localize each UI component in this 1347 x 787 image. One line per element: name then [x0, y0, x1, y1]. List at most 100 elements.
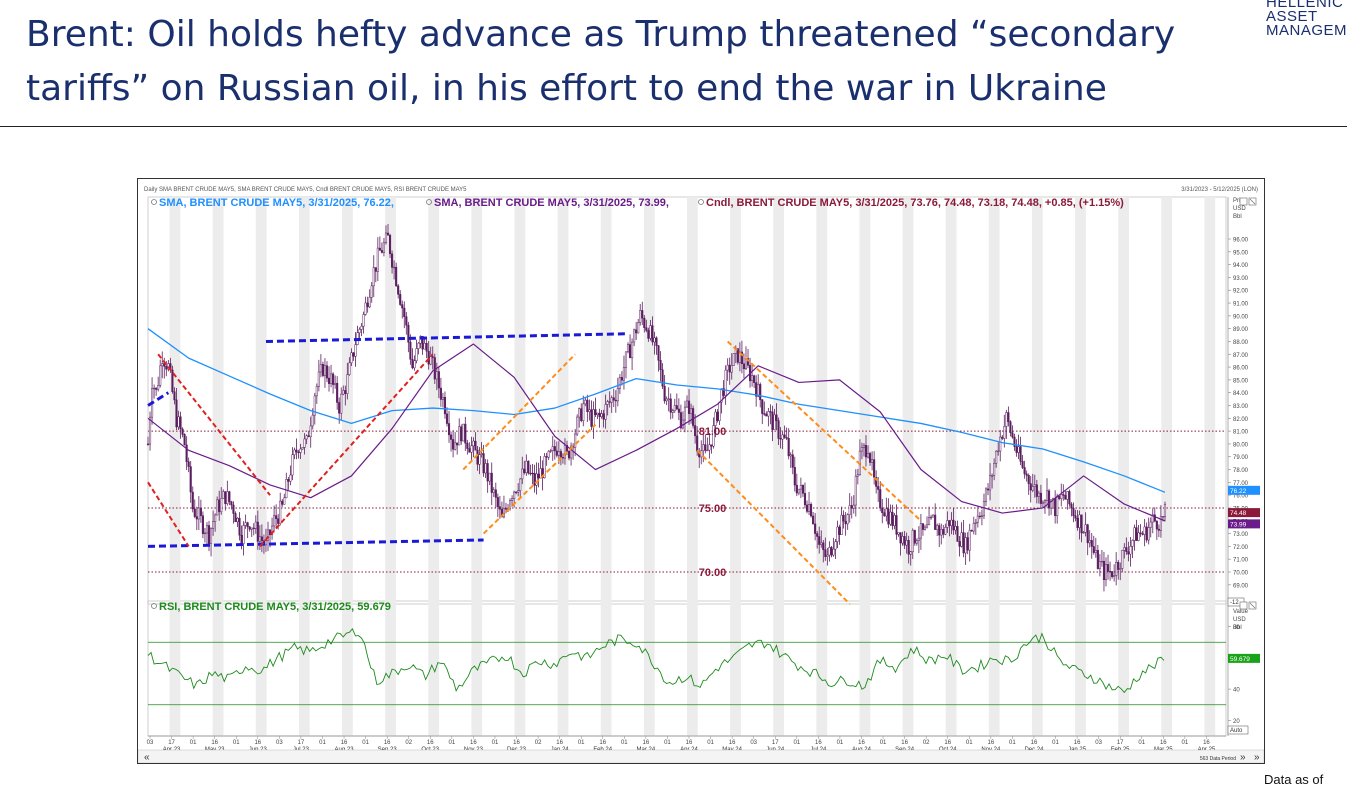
price-legend-label: Cndl, BRENT CRUDE MAY5, 3/31/2025, 73.76… — [706, 197, 1124, 209]
candle-body — [222, 491, 225, 499]
candle-body — [740, 351, 743, 365]
x-day-label: 02 — [535, 740, 542, 746]
candle-body — [665, 398, 668, 402]
candle-body — [537, 473, 540, 479]
candle-body — [427, 350, 430, 365]
candle-body — [1090, 540, 1093, 547]
price-tick-label: 77.00 — [1233, 481, 1249, 487]
candle-body — [887, 508, 890, 525]
x-day-label: 03 — [147, 740, 154, 746]
candle-body — [789, 454, 792, 457]
candle-body — [677, 408, 680, 413]
candle-body — [407, 324, 410, 343]
price-grid-band — [773, 197, 785, 604]
candle-body — [958, 541, 961, 547]
candle-body — [378, 247, 381, 251]
candle-body — [895, 515, 898, 535]
price-tick-label: 78.00 — [1233, 468, 1249, 474]
logo-line: ASSET — [1266, 8, 1318, 25]
candle-body — [742, 363, 746, 370]
candle-body — [946, 520, 949, 528]
x-day-label: 16 — [1031, 740, 1038, 746]
price-tick-label: 89.00 — [1233, 327, 1249, 333]
candle-body — [828, 547, 831, 556]
candle-body — [185, 444, 188, 462]
candle-body — [535, 473, 538, 486]
candle-body — [264, 540, 268, 546]
candle-body — [986, 488, 990, 491]
scroll-end-icon[interactable]: » — [1254, 752, 1260, 763]
candle-body — [1131, 540, 1134, 547]
candle-body — [431, 356, 434, 358]
candle-body — [490, 472, 493, 493]
candle-body — [978, 515, 981, 518]
candle-body — [334, 382, 337, 385]
candle-body — [968, 530, 971, 551]
candle-body — [934, 514, 937, 530]
candle-body — [195, 516, 198, 520]
candle-body — [728, 364, 731, 373]
x-day-label: 16 — [1160, 740, 1167, 746]
candle-body — [667, 398, 670, 400]
candle-body — [907, 540, 910, 555]
candle-body — [854, 475, 857, 506]
candle-body — [1088, 540, 1091, 544]
candle-body — [1080, 514, 1083, 534]
scroll-right-icon[interactable]: » — [1240, 752, 1246, 763]
x-day-label: 01 — [1182, 740, 1189, 746]
candle-body — [649, 325, 652, 339]
x-day-label: 02 — [923, 740, 930, 746]
price-tick-label: 81.00 — [1233, 430, 1249, 436]
rsi-grid-band — [1075, 601, 1086, 736]
candle-body — [757, 384, 760, 397]
candle-body — [567, 451, 571, 459]
price-grid-band — [1118, 197, 1129, 604]
candle-body — [753, 375, 756, 383]
candle-body — [812, 515, 815, 525]
scroll-left-icon[interactable]: « — [144, 752, 150, 763]
price-legend-label: SMA, BRENT CRUDE MAY5, 3/31/2025, 76.22, — [159, 197, 394, 209]
candle-body — [525, 460, 528, 473]
rsi-grid-band — [1118, 601, 1129, 736]
candle-body — [563, 445, 567, 459]
chart-header-text: Daily SMA BRENT CRUDE MAY5, SMA BRENT CR… — [144, 187, 467, 193]
candle-body — [273, 515, 276, 527]
candle-body — [305, 435, 308, 440]
x-day-label: 03 — [1095, 740, 1102, 746]
candle-body — [1094, 550, 1097, 553]
price-tick-label: 91.00 — [1233, 302, 1249, 308]
candle-body — [230, 501, 233, 506]
candle-body — [873, 459, 876, 478]
candle-body — [203, 532, 207, 535]
candle-body — [1111, 571, 1114, 577]
candle-body — [783, 434, 786, 438]
candle-body — [266, 529, 270, 541]
x-day-label: 16 — [470, 740, 477, 746]
price-grid-band — [471, 197, 483, 604]
candle-body — [816, 533, 819, 537]
candle-body — [685, 400, 689, 408]
candle-body — [1062, 494, 1065, 496]
rsi-grid-band — [514, 601, 526, 736]
candle-body — [732, 353, 735, 366]
candle-body — [706, 449, 709, 452]
candle-body — [268, 529, 272, 536]
candle-body — [657, 345, 660, 361]
channel-line — [726, 340, 922, 522]
candle-body — [606, 401, 609, 405]
candle-body — [1076, 518, 1079, 528]
candle-body — [576, 416, 579, 435]
candle-body — [781, 434, 784, 440]
candle-body — [956, 526, 959, 542]
candle-body — [218, 499, 221, 513]
price-tick-label: 87.00 — [1233, 353, 1249, 359]
candle-body — [608, 401, 611, 403]
candle-body — [212, 521, 215, 529]
candle-body — [1054, 498, 1057, 517]
candle-body — [600, 413, 603, 417]
candle-body — [193, 508, 196, 517]
candle-body — [458, 426, 461, 446]
candle-body — [1078, 514, 1081, 528]
candle-body — [1098, 561, 1101, 569]
candle-body — [460, 426, 463, 442]
